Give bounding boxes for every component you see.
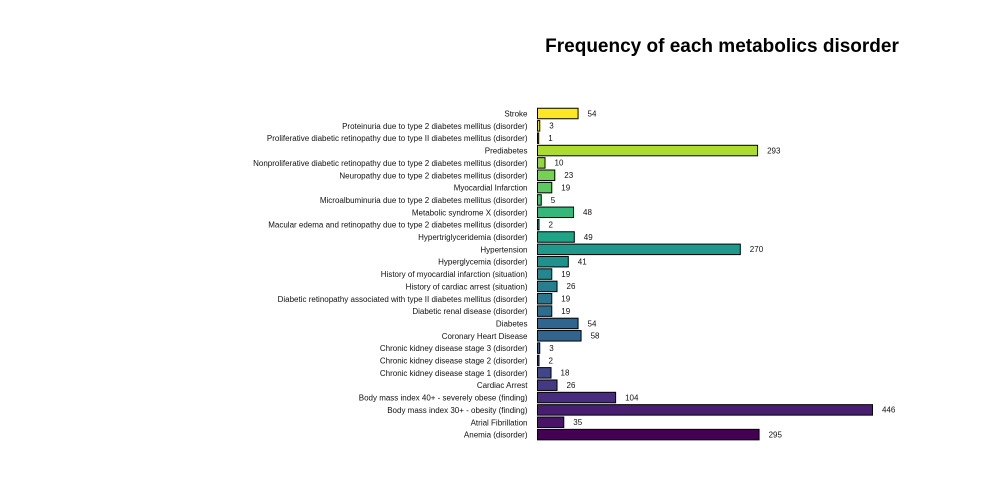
value-label: 35 — [573, 418, 582, 427]
category-label: History of myocardial infarction (situat… — [381, 270, 528, 279]
category-label: Chronic kidney disease stage 1 (disorder… — [380, 369, 528, 378]
category-label: Diabetic renal disease (disorder) — [412, 307, 528, 316]
category-label: Hyperglycemia (disorder) — [438, 258, 528, 267]
category-label: Proliferative diabetic retinopathy due t… — [267, 134, 528, 143]
bar — [537, 293, 553, 305]
category-label: Myocardial Infarction — [454, 184, 528, 193]
category-label: Diabetic retinopathy associated with typ… — [278, 295, 528, 304]
value-label: 19 — [561, 183, 570, 192]
value-label: 23 — [564, 171, 573, 180]
category-label: History of cardiac arrest (situation) — [406, 282, 528, 291]
category-label: Microalbuminuria due to type 2 diabetes … — [320, 196, 528, 205]
bar — [537, 231, 575, 243]
value-label: 2 — [549, 220, 554, 229]
bar — [537, 144, 759, 157]
bar — [537, 428, 760, 441]
value-label: 270 — [750, 245, 764, 254]
bar — [537, 330, 582, 342]
value-label: 2 — [549, 356, 554, 365]
value-label: 41 — [578, 258, 587, 267]
bar — [537, 132, 540, 144]
value-label: 19 — [561, 270, 570, 279]
chart-title: Frequency of each metabolics disorder — [545, 36, 899, 57]
bar — [537, 391, 617, 404]
category-label: Atrial Fibrillation — [471, 418, 528, 427]
bar — [537, 379, 558, 391]
value-label: 295 — [769, 430, 783, 439]
value-label: 54 — [588, 319, 597, 328]
value-label: 48 — [583, 208, 592, 217]
value-label: 10 — [555, 159, 564, 168]
category-label: Hypertension — [480, 245, 527, 254]
value-label: 26 — [567, 282, 576, 291]
category-label: Cardiac Arrest — [477, 381, 528, 390]
value-label: 1 — [548, 134, 553, 143]
bar — [537, 157, 546, 169]
bar — [537, 354, 540, 367]
bar — [537, 268, 553, 280]
bar — [537, 367, 552, 379]
value-label: 18 — [561, 369, 570, 378]
category-label: Metabolic syndrome X (disorder) — [412, 208, 528, 217]
bar — [537, 342, 541, 354]
category-label: Body mass index 40+ - severely obese (fi… — [359, 394, 528, 403]
bar — [537, 181, 553, 194]
category-label: Diabetes — [496, 319, 528, 328]
category-label: Anemia (disorder) — [464, 431, 528, 440]
category-label: Coronary Heart Disease — [442, 332, 528, 341]
value-label: 26 — [567, 381, 576, 390]
value-label: 3 — [549, 122, 554, 131]
bar — [537, 416, 565, 428]
category-label: Prediabetes — [485, 147, 528, 156]
category-label: Body mass index 30+ - obesity (finding) — [387, 406, 528, 415]
value-label: 49 — [584, 233, 593, 242]
category-label: Chronic kidney disease stage 3 (disorder… — [380, 344, 528, 353]
bar — [537, 194, 542, 206]
bar — [537, 206, 575, 219]
value-label: 19 — [561, 295, 570, 304]
category-label: Neuropathy due to type 2 diabetes mellit… — [339, 171, 527, 180]
value-label: 104 — [625, 393, 639, 402]
bar — [537, 243, 741, 256]
value-label: 5 — [551, 196, 556, 205]
bar — [537, 317, 579, 330]
bar — [537, 120, 541, 132]
value-label: 19 — [561, 307, 570, 316]
bar — [537, 169, 556, 181]
category-label: Nonproliferative diabetic retinopathy du… — [253, 159, 528, 168]
category-label: Proteinuria due to type 2 diabetes melli… — [342, 122, 528, 131]
category-label: Chronic kidney disease stage 2 (disorder… — [380, 357, 528, 366]
bar — [537, 255, 569, 268]
bar — [537, 280, 558, 293]
value-label: 3 — [549, 344, 554, 353]
category-label: Macular edema and retinopathy due to typ… — [268, 221, 528, 230]
bar — [537, 107, 579, 120]
value-label: 293 — [767, 146, 781, 155]
bar — [537, 305, 553, 317]
bar — [537, 218, 540, 231]
value-label: 58 — [591, 332, 600, 341]
bar — [537, 404, 873, 416]
value-label: 446 — [882, 406, 896, 415]
value-label: 54 — [588, 109, 597, 118]
category-label: Stroke — [504, 110, 528, 119]
category-label: Hypertriglyceridemia (disorder) — [418, 233, 528, 242]
